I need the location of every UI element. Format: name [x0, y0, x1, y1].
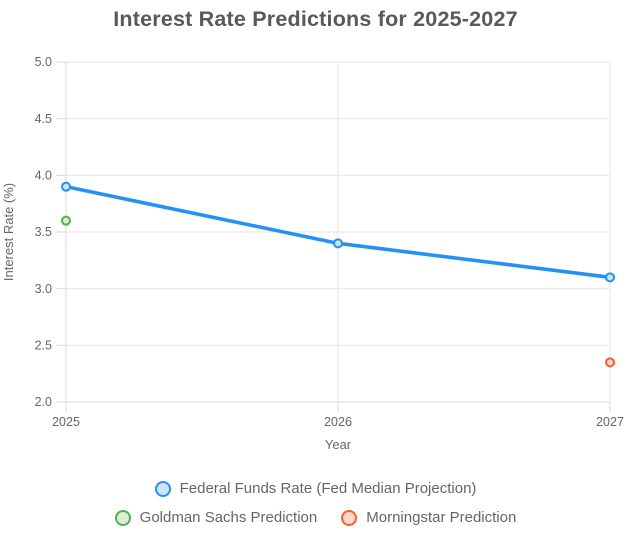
legend-row: Federal Funds Rate (Fed Median Projectio… [154, 478, 477, 500]
legend-label: Morningstar Prediction [366, 509, 517, 526]
data-point[interactable] [605, 272, 615, 283]
legend-circle-marker-icon [341, 510, 358, 526]
legend-item-federal-funds-rate[interactable]: Federal Funds Rate (Fed Median Projectio… [154, 478, 477, 500]
data-point[interactable] [605, 357, 615, 368]
legend-row: Goldman Sachs Prediction Morningstar Pre… [114, 507, 516, 529]
legend-circle-marker-icon [154, 481, 171, 497]
data-point[interactable] [61, 215, 71, 226]
chart-legend: Federal Funds Rate (Fed Median Projectio… [0, 478, 631, 529]
chart-title: Interest Rate Predictions for 2025-2027 [113, 7, 518, 31]
legend-circle-marker-icon [114, 510, 131, 526]
y-tick-label: 4.0 [35, 169, 52, 183]
data-point[interactable] [333, 238, 343, 249]
y-tick-label: 3.5 [35, 225, 52, 239]
x-tick-label: 2025 [52, 415, 80, 429]
x-axis-title: Year [325, 437, 352, 452]
y-tick-label: 3.0 [35, 282, 52, 296]
x-tick-label: 2026 [324, 415, 352, 429]
y-axis-title: Interest Rate (%) [1, 183, 16, 281]
y-tick-label: 2.0 [35, 395, 52, 409]
data-point[interactable] [61, 181, 71, 192]
legend-label: Federal Funds Rate (Fed Median Projectio… [179, 480, 477, 497]
x-tick-label: 2027 [596, 415, 624, 429]
legend-item-goldman-sachs[interactable]: Goldman Sachs Prediction [114, 507, 318, 529]
legend-label: Goldman Sachs Prediction [139, 509, 318, 526]
y-tick-label: 5.0 [35, 55, 52, 69]
legend-item-morningstar[interactable]: Morningstar Prediction [341, 507, 516, 529]
y-tick-label: 4.5 [35, 112, 52, 126]
y-tick-label: 2.5 [35, 339, 52, 353]
